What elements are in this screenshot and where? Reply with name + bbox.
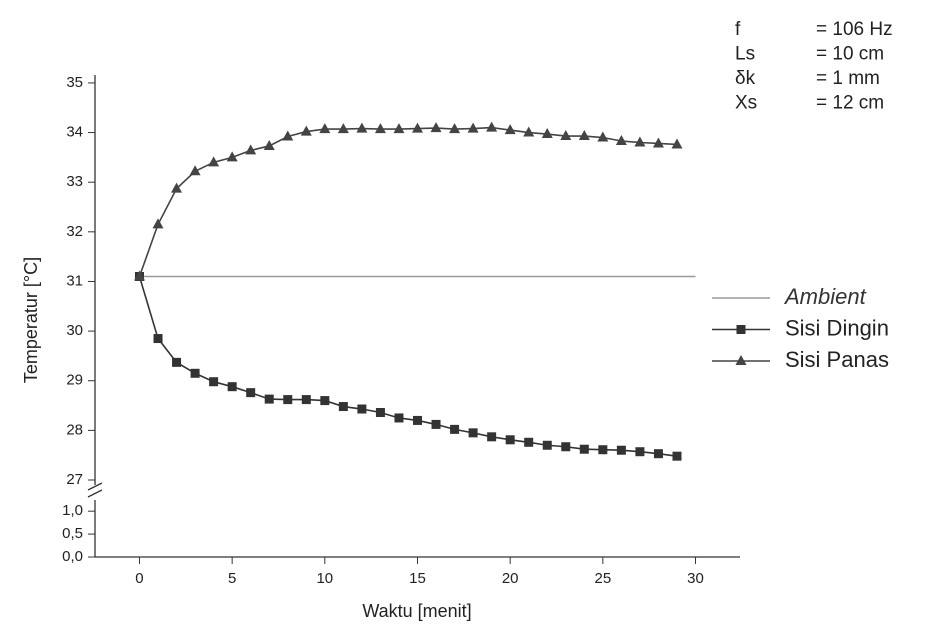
marker bbox=[153, 334, 163, 344]
series-line bbox=[138, 276, 678, 457]
series-line bbox=[138, 126, 678, 277]
y-tick-label: 34 bbox=[66, 124, 83, 141]
annotation-name: Ls bbox=[735, 44, 755, 65]
marker bbox=[468, 428, 478, 438]
marker bbox=[431, 419, 441, 429]
marker bbox=[338, 402, 348, 412]
marker bbox=[337, 123, 349, 134]
marker bbox=[672, 451, 682, 461]
marker bbox=[246, 388, 256, 398]
annotation-text: = 12 cm bbox=[816, 93, 884, 114]
marker bbox=[394, 413, 404, 423]
marker bbox=[652, 137, 664, 148]
marker bbox=[393, 123, 405, 134]
y-tick-label: 32 bbox=[66, 223, 83, 240]
y-tick-label: 35 bbox=[66, 74, 83, 91]
x-tick-label: 20 bbox=[502, 570, 519, 587]
annotation-text: = 1 mm bbox=[816, 68, 880, 89]
marker bbox=[597, 131, 609, 142]
marker bbox=[283, 395, 293, 405]
marker bbox=[374, 123, 386, 134]
marker bbox=[561, 442, 571, 452]
marker bbox=[505, 435, 515, 445]
y-tick-label: 31 bbox=[66, 272, 83, 289]
legend-label: Sisi Dingin bbox=[785, 315, 889, 340]
marker bbox=[356, 122, 368, 133]
marker bbox=[579, 444, 589, 454]
marker bbox=[486, 121, 498, 132]
marker bbox=[209, 377, 219, 387]
annotation-name: δk bbox=[735, 68, 756, 89]
y-tick-label: 30 bbox=[66, 322, 83, 339]
marker bbox=[319, 123, 331, 134]
marker bbox=[357, 404, 367, 414]
marker bbox=[487, 432, 497, 442]
legend-marker bbox=[736, 325, 746, 334]
marker bbox=[264, 394, 274, 404]
marker bbox=[449, 123, 461, 134]
marker bbox=[226, 151, 238, 162]
axis-break bbox=[87, 482, 103, 491]
marker bbox=[375, 407, 385, 417]
legend-label: Sisi Panas bbox=[785, 347, 889, 372]
marker bbox=[190, 368, 200, 378]
marker bbox=[635, 447, 645, 457]
marker bbox=[300, 125, 312, 136]
marker bbox=[616, 445, 626, 455]
marker bbox=[634, 136, 646, 147]
marker bbox=[430, 122, 442, 133]
y-tick-label: 33 bbox=[66, 173, 83, 190]
y-tick-label: 28 bbox=[66, 421, 83, 438]
marker bbox=[578, 130, 590, 141]
marker bbox=[504, 124, 516, 135]
marker bbox=[189, 165, 201, 176]
marker bbox=[653, 449, 663, 459]
x-tick-label: 25 bbox=[595, 570, 612, 587]
marker bbox=[245, 144, 257, 155]
marker bbox=[541, 128, 553, 139]
y-tick-label: 0,5 bbox=[62, 525, 83, 542]
axis-break bbox=[87, 489, 103, 498]
y-tick-label: 1,0 bbox=[62, 502, 83, 519]
marker bbox=[615, 134, 627, 145]
marker bbox=[152, 218, 164, 229]
marker bbox=[320, 396, 330, 406]
marker bbox=[542, 440, 552, 450]
x-tick-label: 15 bbox=[409, 570, 426, 587]
marker bbox=[523, 126, 535, 137]
y-tick-label: 27 bbox=[66, 471, 83, 488]
x-axis-label: Waktu [menit] bbox=[362, 601, 471, 621]
marker bbox=[227, 382, 237, 392]
marker bbox=[301, 395, 311, 405]
marker bbox=[467, 122, 479, 133]
marker bbox=[450, 424, 460, 434]
marker bbox=[598, 445, 608, 455]
marker bbox=[263, 139, 275, 150]
marker bbox=[171, 182, 183, 193]
marker bbox=[282, 130, 294, 141]
marker bbox=[133, 270, 145, 281]
annotation-name: f bbox=[735, 19, 741, 40]
marker bbox=[671, 138, 683, 149]
marker bbox=[413, 415, 422, 425]
marker bbox=[172, 357, 182, 367]
annotation-text: = 10 cm bbox=[816, 44, 884, 65]
y-axis-label: Temperatur [°C] bbox=[21, 257, 41, 383]
x-tick-label: 5 bbox=[228, 570, 236, 587]
annotation-name: Xs bbox=[735, 93, 757, 114]
x-tick-label: 10 bbox=[316, 570, 333, 587]
y-tick-label: 0,0 bbox=[62, 548, 83, 565]
annotation-text: = 106 Hz bbox=[816, 19, 893, 40]
marker bbox=[208, 156, 220, 167]
marker bbox=[524, 437, 534, 447]
legend-marker bbox=[735, 355, 747, 365]
x-tick-label: 30 bbox=[687, 570, 704, 587]
legend-label: Ambient bbox=[783, 284, 867, 309]
marker bbox=[560, 130, 572, 141]
marker bbox=[412, 122, 423, 133]
x-tick-label: 0 bbox=[135, 570, 143, 587]
y-tick-label: 29 bbox=[66, 372, 83, 389]
